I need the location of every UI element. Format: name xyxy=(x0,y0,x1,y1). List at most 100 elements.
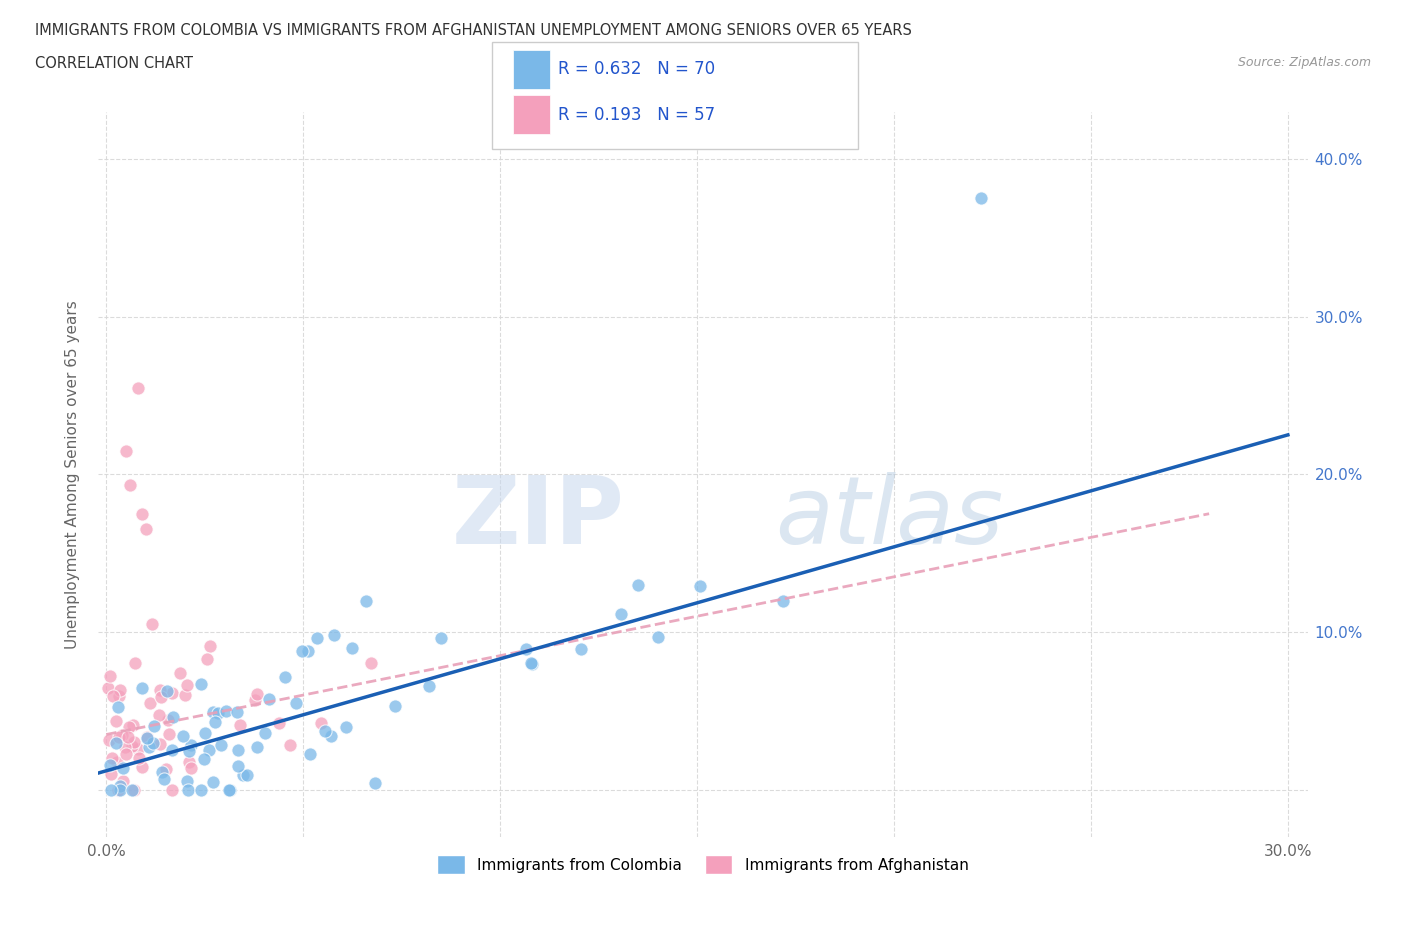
Point xyxy=(201,704,224,719)
Point xyxy=(218,782,240,797)
Point xyxy=(114,739,136,754)
Point xyxy=(142,719,165,734)
Point xyxy=(150,764,173,779)
Legend: Immigrants from Colombia, Immigrants from Afghanistan: Immigrants from Colombia, Immigrants fro… xyxy=(432,849,974,880)
Point xyxy=(148,708,170,723)
Point xyxy=(100,766,122,781)
Point xyxy=(98,669,121,684)
Point xyxy=(122,735,145,750)
Point xyxy=(215,703,238,718)
Point xyxy=(569,642,592,657)
Point xyxy=(193,752,215,767)
Text: R = 0.193   N = 57: R = 0.193 N = 57 xyxy=(558,106,716,124)
Point xyxy=(115,444,138,458)
Point xyxy=(627,578,650,593)
Point xyxy=(209,737,232,752)
Point xyxy=(97,733,120,748)
Point xyxy=(246,686,269,701)
Point xyxy=(117,730,139,745)
Point xyxy=(360,656,382,671)
Point xyxy=(108,683,131,698)
Point xyxy=(135,522,157,537)
Point xyxy=(267,716,290,731)
Point xyxy=(149,683,172,698)
Point xyxy=(232,767,254,782)
Point xyxy=(107,730,129,745)
Point xyxy=(254,725,277,740)
Point xyxy=(177,782,200,797)
Text: CORRELATION CHART: CORRELATION CHART xyxy=(35,56,193,71)
Point xyxy=(139,696,162,711)
Point xyxy=(418,679,440,694)
Point xyxy=(257,692,280,707)
Point xyxy=(127,380,149,395)
Point xyxy=(243,693,266,708)
Point xyxy=(321,728,343,743)
Point xyxy=(155,762,177,777)
Point xyxy=(207,706,229,721)
Point xyxy=(229,717,252,732)
Point xyxy=(111,727,134,742)
Point xyxy=(342,640,364,655)
Point xyxy=(354,594,377,609)
Point xyxy=(335,720,357,735)
Point xyxy=(307,631,329,645)
Point xyxy=(384,698,406,713)
Point xyxy=(772,594,794,609)
Point xyxy=(246,739,269,754)
Point xyxy=(609,606,631,621)
Point xyxy=(314,724,336,739)
Point xyxy=(285,696,308,711)
Point xyxy=(127,742,149,757)
Point xyxy=(157,726,180,741)
Point xyxy=(118,719,141,734)
Point xyxy=(160,742,183,757)
Point xyxy=(105,755,128,770)
Point xyxy=(142,735,165,750)
Point xyxy=(138,740,160,755)
Point xyxy=(98,757,121,772)
Point xyxy=(110,778,132,793)
Point xyxy=(108,688,131,703)
Point xyxy=(121,738,143,753)
Point xyxy=(190,677,212,692)
Point xyxy=(135,731,157,746)
Point xyxy=(236,768,259,783)
Point xyxy=(226,743,249,758)
Point xyxy=(176,677,198,692)
Point xyxy=(226,705,249,720)
Point xyxy=(131,760,153,775)
Text: R = 0.632   N = 70: R = 0.632 N = 70 xyxy=(558,60,716,78)
Point xyxy=(141,617,163,631)
Point xyxy=(204,714,226,729)
Point xyxy=(194,725,217,740)
Point xyxy=(104,736,127,751)
Point xyxy=(124,655,146,670)
Point xyxy=(177,755,200,770)
Point xyxy=(180,737,202,752)
Point xyxy=(689,578,711,593)
Point xyxy=(195,652,218,667)
Text: atlas: atlas xyxy=(776,472,1004,564)
Point xyxy=(218,782,240,797)
Point xyxy=(115,747,138,762)
Point xyxy=(969,191,991,206)
Point xyxy=(97,681,120,696)
Point xyxy=(101,751,124,765)
Point xyxy=(200,638,222,653)
Point xyxy=(298,747,321,762)
Point xyxy=(128,751,150,765)
Y-axis label: Unemployment Among Seniors over 65 years: Unemployment Among Seniors over 65 years xyxy=(65,300,80,649)
Point xyxy=(180,761,202,776)
Point xyxy=(160,782,183,797)
Point xyxy=(177,744,200,759)
Point xyxy=(152,771,174,786)
Text: ZIP: ZIP xyxy=(451,472,624,564)
Point xyxy=(273,670,295,684)
Text: IMMIGRANTS FROM COLOMBIA VS IMMIGRANTS FROM AFGHANISTAN UNEMPLOYMENT AMONG SENIO: IMMIGRANTS FROM COLOMBIA VS IMMIGRANTS F… xyxy=(35,23,912,38)
Point xyxy=(520,656,543,671)
Point xyxy=(309,715,332,730)
Point xyxy=(131,681,153,696)
Point xyxy=(190,782,212,797)
Point xyxy=(157,712,180,727)
